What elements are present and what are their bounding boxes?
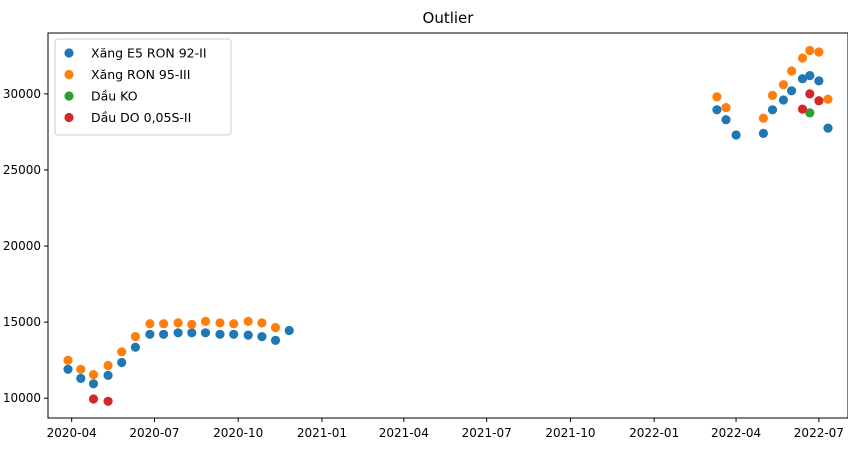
x-tick-label: 2022-04 bbox=[711, 426, 761, 440]
data-point bbox=[187, 328, 197, 338]
data-point bbox=[805, 89, 815, 99]
data-point bbox=[823, 94, 833, 104]
series-0 bbox=[63, 71, 833, 389]
data-point bbox=[778, 95, 789, 105]
x-tick-label: 2020-10 bbox=[213, 426, 263, 440]
data-point bbox=[117, 357, 127, 368]
data-point bbox=[270, 322, 281, 333]
data-point bbox=[117, 347, 127, 357]
data-point bbox=[731, 130, 741, 140]
data-point bbox=[63, 355, 73, 365]
data-point bbox=[103, 360, 113, 371]
chart-title: Outlier bbox=[423, 9, 475, 27]
data-point bbox=[215, 318, 225, 328]
data-point bbox=[145, 329, 155, 339]
legend-marker bbox=[64, 48, 74, 58]
legend-box bbox=[54, 38, 232, 136]
data-point bbox=[76, 364, 86, 374]
data-point bbox=[159, 319, 169, 329]
x-tick-label: 2021-10 bbox=[545, 426, 595, 440]
x-tick-label: 2021-04 bbox=[379, 426, 429, 440]
data-point bbox=[797, 104, 808, 114]
data-point bbox=[758, 113, 769, 123]
data-point bbox=[814, 47, 824, 57]
data-point bbox=[721, 103, 731, 113]
y-tick-label: 25000 bbox=[3, 163, 41, 177]
data-point bbox=[712, 105, 722, 115]
data-point bbox=[805, 71, 815, 81]
y-axis: 10000 15000 20000 25000 30000 bbox=[3, 87, 48, 405]
legend-marker bbox=[64, 69, 74, 80]
series-2 bbox=[805, 108, 815, 118]
data-point bbox=[88, 370, 99, 380]
legend-marker bbox=[64, 91, 74, 101]
data-point bbox=[103, 370, 113, 380]
data-point bbox=[778, 80, 789, 90]
legend-label: Xăng RON 95-III bbox=[91, 67, 190, 82]
data-point bbox=[787, 86, 797, 96]
data-point bbox=[814, 76, 824, 86]
y-tick-label: 10000 bbox=[3, 391, 41, 405]
data-point bbox=[270, 335, 281, 345]
data-point bbox=[721, 115, 731, 125]
x-tick-label: 2022-07 bbox=[794, 426, 844, 440]
data-point bbox=[787, 66, 797, 76]
data-point bbox=[76, 373, 86, 383]
data-point bbox=[215, 329, 225, 339]
data-point bbox=[88, 394, 99, 404]
data-point bbox=[229, 319, 239, 329]
data-point bbox=[173, 318, 183, 328]
legend-label: Dầu DO 0,05S-II bbox=[91, 110, 191, 125]
data-point bbox=[159, 329, 169, 339]
legend-label: Xăng E5 RON 92-II bbox=[91, 46, 207, 61]
data-marks bbox=[63, 45, 833, 406]
data-point bbox=[712, 92, 722, 102]
legend-marker bbox=[64, 112, 74, 123]
x-tick-label: 2020-04 bbox=[47, 426, 97, 440]
data-point bbox=[814, 96, 824, 106]
data-point bbox=[145, 319, 155, 329]
data-point bbox=[257, 318, 267, 328]
x-tick-label: 2021-01 bbox=[297, 426, 347, 440]
series-3 bbox=[88, 89, 824, 406]
series-1 bbox=[63, 45, 833, 380]
x-axis: 2020-04 2020-07 2020-10 2021-01 2021-04 2021-… bbox=[47, 418, 844, 440]
data-point bbox=[758, 128, 769, 138]
legend: Xăng E5 RON 92-II Xăng RON 95-III Dầu KO Dầ… bbox=[54, 38, 232, 136]
x-tick-label: 2020-07 bbox=[129, 426, 179, 440]
x-tick-label: 2021-07 bbox=[462, 426, 512, 440]
data-point bbox=[767, 90, 778, 100]
data-point bbox=[88, 379, 99, 389]
y-tick-label: 20000 bbox=[3, 239, 41, 253]
y-tick-label: 30000 bbox=[3, 87, 41, 101]
data-point bbox=[103, 396, 113, 406]
legend-label: Dầu KO bbox=[91, 89, 138, 104]
data-point bbox=[130, 342, 140, 352]
data-point bbox=[797, 53, 808, 63]
data-point bbox=[63, 364, 73, 374]
data-point bbox=[200, 328, 211, 338]
data-point bbox=[767, 105, 778, 115]
y-tick-label: 15000 bbox=[3, 315, 41, 329]
data-point bbox=[284, 325, 294, 336]
data-point bbox=[805, 45, 815, 56]
data-point bbox=[229, 329, 239, 339]
data-point bbox=[797, 74, 808, 84]
x-tick-label: 2022-01 bbox=[629, 426, 679, 440]
data-point bbox=[200, 316, 211, 326]
data-point bbox=[823, 123, 833, 133]
data-point bbox=[243, 330, 253, 340]
data-point bbox=[173, 328, 183, 338]
data-point bbox=[805, 108, 815, 118]
data-point bbox=[187, 319, 197, 329]
data-point bbox=[243, 316, 253, 326]
data-point bbox=[130, 332, 140, 342]
data-point bbox=[257, 332, 267, 342]
plot-frame bbox=[47, 32, 848, 419]
